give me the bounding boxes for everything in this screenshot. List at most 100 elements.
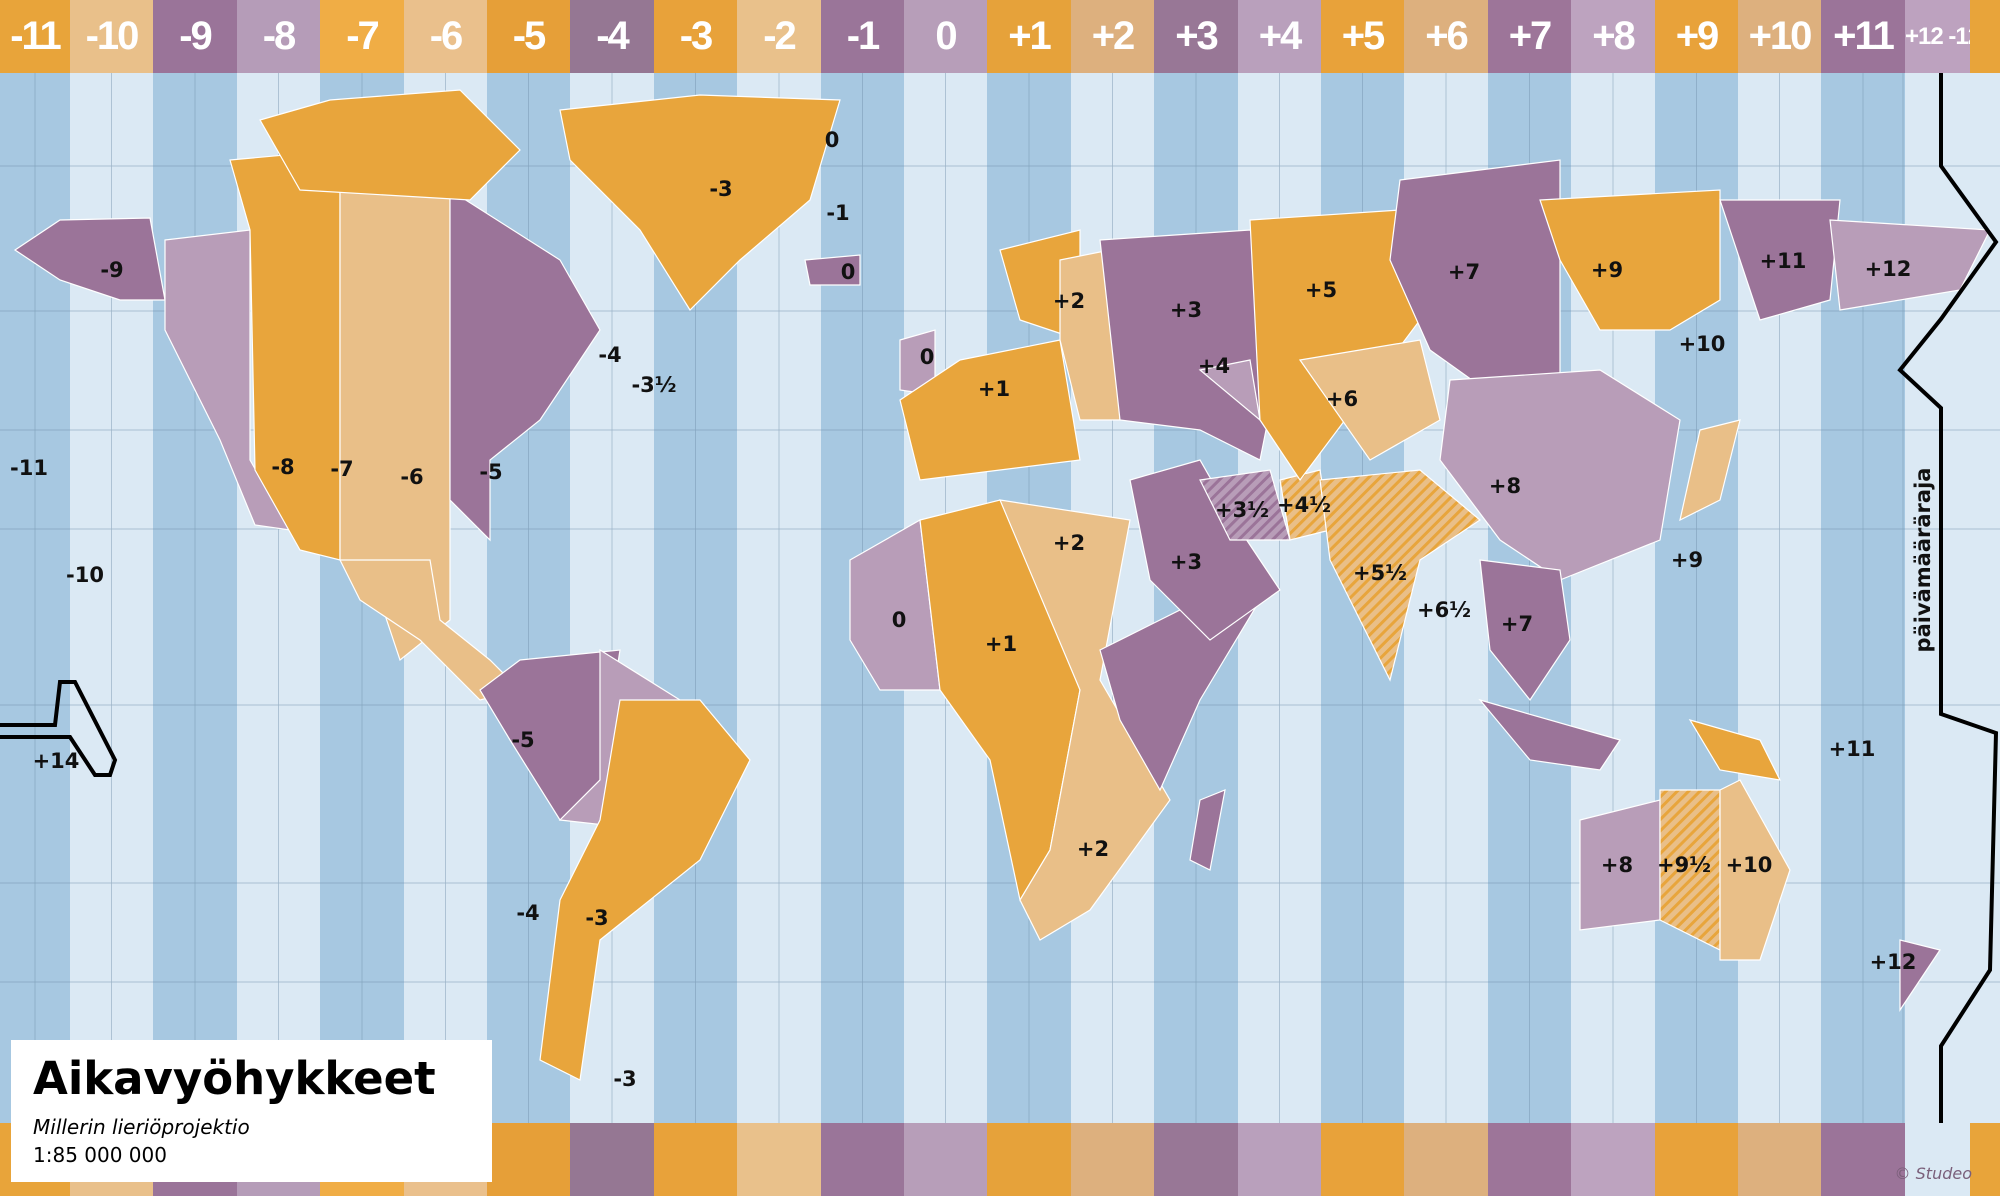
land-yakutia — [1539, 189, 1721, 331]
zone-offset-label: -8 — [271, 455, 295, 479]
zone-offset-label: +9 — [1670, 548, 1704, 572]
zone-offset-label: +10 — [1678, 332, 1726, 356]
header-zone-9: -2 — [737, 0, 821, 73]
zone-offset-label: -5 — [511, 728, 535, 752]
footer-zone-22 — [1821, 1123, 1905, 1196]
land-middle-east — [1129, 459, 1281, 641]
header-zone-12: +1 — [987, 0, 1071, 73]
copyright-credit: © Studeo — [1894, 1164, 1972, 1183]
header-zone-1: -10 — [70, 0, 153, 73]
footer-zone-11 — [904, 1123, 987, 1196]
zone-offset-label: +14 — [32, 749, 80, 773]
header-zone-4: -7 — [320, 0, 404, 73]
land-europe — [899, 339, 1081, 481]
land-zones — [13, 89, 1991, 1081]
land-iceland — [804, 254, 861, 286]
zone-offset-label: +3 — [1169, 298, 1203, 322]
zone-offset-label: +4½ — [1277, 493, 1331, 517]
zone-offset-label: -4 — [598, 343, 622, 367]
zone-offset-label: -3 — [709, 177, 733, 201]
footer-zone-9 — [737, 1123, 821, 1196]
timezone-header-bar: -11 -10 -9 -8 -7 -6 -5 -4 -3 -2 -1 0 +1 +2 +3 +4 +5 +6 +7 +… — [0, 0, 2000, 73]
zone-offset-label: 0 — [891, 608, 907, 632]
footer-zone-15 — [1238, 1123, 1321, 1196]
zone-offset-label: +2 — [1076, 837, 1110, 861]
zone-offset-label: +1 — [977, 377, 1011, 401]
header-zone-5: -6 — [404, 0, 487, 73]
header-zone-10: -1 — [821, 0, 904, 73]
header-zone-0: -11 — [0, 0, 70, 73]
footer-zone-13 — [1071, 1123, 1154, 1196]
footer-zone-18 — [1488, 1123, 1571, 1196]
zone-offset-label: 0 — [919, 345, 935, 369]
land-indonesia — [1478, 698, 1621, 771]
footer-zone-8 — [654, 1123, 737, 1196]
zone-offset-label: +2 — [1052, 289, 1086, 313]
zone-offset-label: -1 — [826, 201, 850, 225]
zone-offset-label: +6 — [1325, 387, 1359, 411]
land-china — [1439, 369, 1681, 581]
zone-offset-label: -11 — [10, 456, 48, 480]
dateline-label: päivämääräraja — [1911, 467, 1935, 653]
zone-offset-label: -3½ — [631, 373, 677, 397]
zone-offset-label: -3 — [613, 1067, 637, 1091]
legend-box: Aikavyöhykkeet Millerin lieriöprojektio … — [11, 1040, 492, 1182]
header-zone-20: +9 — [1655, 0, 1738, 73]
land-se-asia — [1479, 559, 1571, 702]
header-zone-19: +8 — [1571, 0, 1655, 73]
header-zone-6: -5 — [487, 0, 570, 73]
header-zone-22: +11 — [1821, 0, 1905, 73]
zone-offset-label: -3 — [585, 906, 609, 930]
zone-offset-label: +11 — [1828, 737, 1876, 761]
land-india — [1319, 469, 1482, 682]
zone-offset-label: +9 — [1590, 258, 1624, 282]
header-zone-17: +6 — [1404, 0, 1488, 73]
zone-offset-label: +8 — [1488, 474, 1522, 498]
zone-offset-label: +3 — [1169, 550, 1203, 574]
header-zone-7: -4 — [570, 0, 654, 73]
footer-zone-12 — [987, 1123, 1071, 1196]
zone-offset-label: -5 — [479, 460, 503, 484]
land-japan — [1679, 419, 1741, 522]
zone-offset-label: +1 — [984, 632, 1018, 656]
footer-zone-14 — [1154, 1123, 1238, 1196]
zone-offset-label: -10 — [66, 563, 104, 587]
world-timezone-map — [0, 73, 2000, 1123]
zone-offset-label: +8 — [1600, 853, 1634, 877]
scale-label: 1:85 000 000 — [33, 1143, 167, 1167]
header-zone-3: -8 — [237, 0, 320, 73]
footer-zone-10 — [821, 1123, 904, 1196]
zone-offset-label: +6½ — [1417, 598, 1471, 622]
zone-offset-label: +10 — [1725, 853, 1773, 877]
land-caucasus — [1198, 359, 1261, 422]
land-africa-west — [849, 519, 941, 691]
zone-offset-label: +4 — [1197, 354, 1231, 378]
header-zone-8: -3 — [654, 0, 737, 73]
zone-offset-label: +12 — [1864, 257, 1912, 281]
zone-offset-label: +7 — [1447, 260, 1481, 284]
land-canada-west — [164, 229, 292, 531]
land-png — [1688, 719, 1782, 781]
header-zone-11: 0 — [904, 0, 987, 73]
date-line-segment — [1897, 73, 1999, 1123]
land-africa-east-south — [999, 499, 1171, 941]
footer-zone-17 — [1404, 1123, 1488, 1196]
land-greenland — [559, 94, 841, 311]
footer-zone-7 — [570, 1123, 654, 1196]
zone-edge — [1970, 0, 2000, 73]
zone-offset-label: +7 — [1500, 612, 1534, 636]
zone-offset-label: 0 — [824, 128, 840, 152]
land-new-zealand — [1899, 939, 1941, 1012]
zone-offset-label: +9½ — [1657, 853, 1711, 877]
zone-offset-label: +12 — [1869, 950, 1917, 974]
date-line-segment — [0, 680, 118, 777]
map-title: Aikavyöhykkeet — [33, 1052, 436, 1105]
zone-offset-label: +5½ — [1353, 561, 1407, 585]
zone-edge — [1970, 1123, 2000, 1196]
header-zone-21: +10 — [1738, 0, 1821, 73]
header-zone-13: +2 — [1071, 0, 1154, 73]
header-zone-23: +12 -12 — [1905, 0, 1981, 73]
footer-zone-16 — [1321, 1123, 1404, 1196]
header-zone-16: +5 — [1321, 0, 1404, 73]
land-sa-east — [539, 699, 751, 1081]
